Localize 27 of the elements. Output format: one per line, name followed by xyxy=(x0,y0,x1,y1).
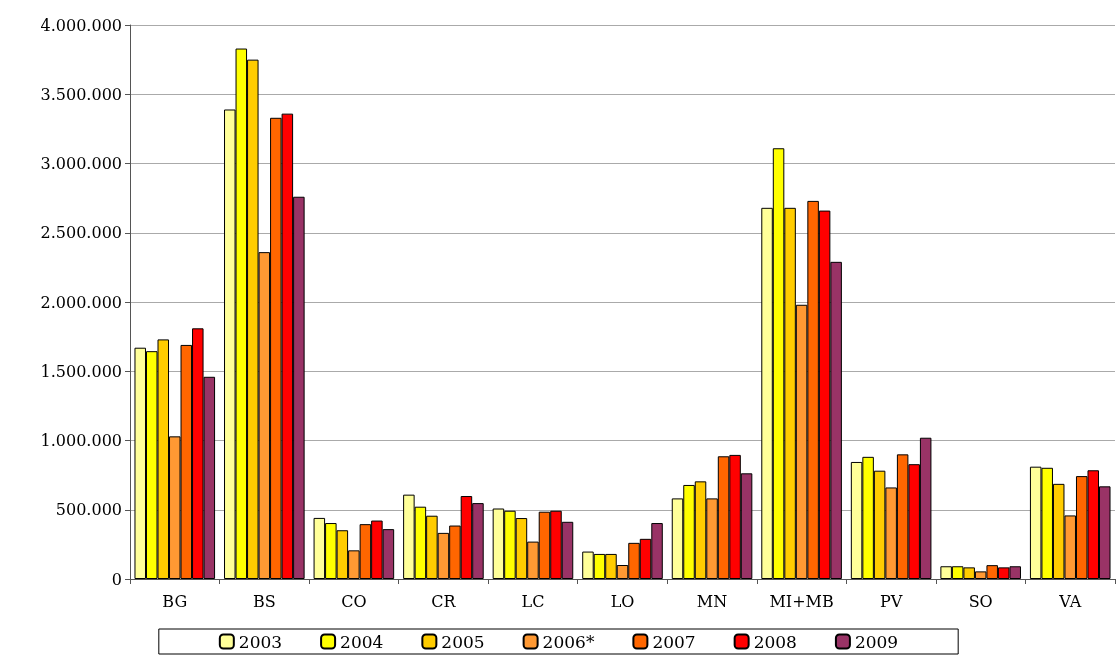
legend-label: 2003 xyxy=(238,631,283,652)
legend-label: 2009 xyxy=(854,631,899,652)
x-tick-label: PV xyxy=(879,591,903,611)
x-tick-label: BG xyxy=(162,591,188,611)
x-tick-label: LC xyxy=(521,591,545,611)
legend-label: 2006* xyxy=(542,631,595,652)
x-tick-label: BS xyxy=(252,591,276,611)
x-tick-label: SO xyxy=(968,591,993,611)
legend-label: 2004 xyxy=(340,631,384,652)
x-tick-label: CR xyxy=(431,591,457,611)
x-tick-label: CO xyxy=(341,591,367,611)
x-tick-label: MI+MB xyxy=(769,591,834,611)
x-tick-label: MN xyxy=(696,591,728,611)
y-tick-label: 2.500.000 xyxy=(40,223,122,243)
y-tick-label: 1.000.000 xyxy=(40,431,122,450)
y-tick-label: 1.500.000 xyxy=(40,361,122,381)
legend-label: 2005 xyxy=(441,631,485,652)
y-tick-label: 0 xyxy=(111,569,122,589)
x-tick-label: VA xyxy=(1058,591,1082,611)
y-tick-label: 4.000.000 xyxy=(40,15,122,35)
y-tick-label: 3.000.000 xyxy=(40,154,122,173)
y-tick-label: 3.500.000 xyxy=(40,84,122,104)
x-tick-label: LO xyxy=(610,591,635,611)
y-tick-label: 500.000 xyxy=(55,500,122,520)
legend-label: 2008 xyxy=(753,631,797,652)
y-tick-label: 2.000.000 xyxy=(40,292,122,312)
legend-label: 2007 xyxy=(652,631,696,652)
